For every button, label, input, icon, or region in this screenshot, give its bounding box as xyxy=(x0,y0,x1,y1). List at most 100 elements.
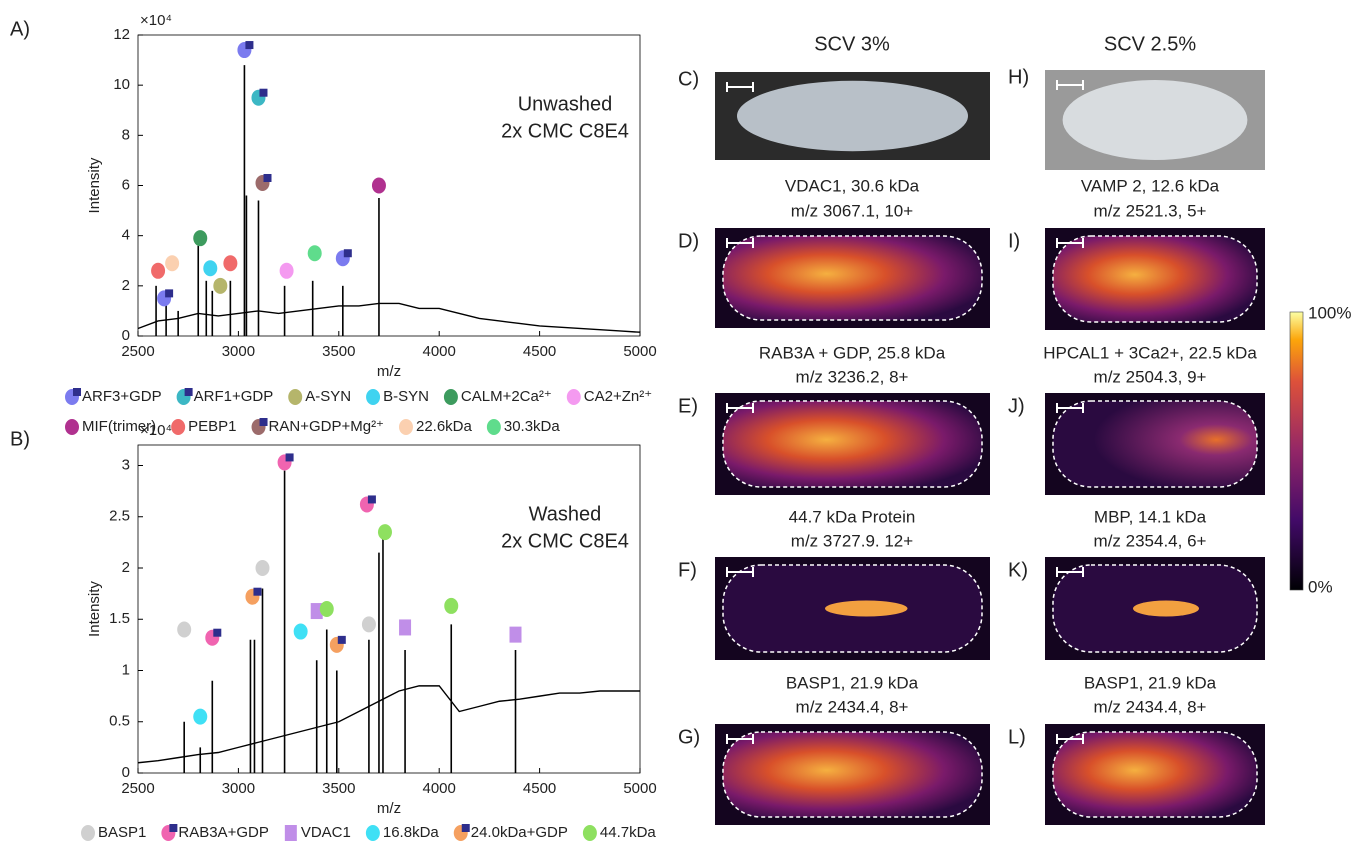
marker-symbol xyxy=(251,88,268,106)
x-tick-label: 3000 xyxy=(222,343,255,360)
marker-symbol xyxy=(293,623,308,640)
marker-symbol xyxy=(193,230,208,247)
x-axis-label: m/z xyxy=(377,363,401,380)
y-tick-label: 6 xyxy=(122,176,130,193)
scale-bar xyxy=(726,82,754,92)
panel-label: J) xyxy=(1008,395,1025,417)
y-tick-label: 2.5 xyxy=(109,508,130,525)
marker-tag xyxy=(259,418,268,426)
marker-symbol xyxy=(284,825,297,841)
marker-circle xyxy=(361,616,376,633)
marker-symbol xyxy=(366,389,381,405)
marker-circle xyxy=(443,389,458,405)
marker-symbol xyxy=(65,388,81,405)
marker-tag xyxy=(343,249,352,258)
marker-symbol xyxy=(81,825,95,841)
panel-label: C) xyxy=(678,68,699,90)
scale-bar xyxy=(1056,403,1084,413)
tissue-outline xyxy=(1052,400,1258,488)
marker-symbol xyxy=(165,255,180,272)
panel-title: SCV 3% xyxy=(814,33,890,55)
marker-circle xyxy=(366,389,381,405)
marker-circle xyxy=(486,419,501,435)
spectrum-trace xyxy=(137,685,640,764)
x-tick-label: 4500 xyxy=(523,343,556,360)
panel-title: m/z 2521.3, 5+ xyxy=(1094,201,1207,220)
marker-symbol xyxy=(359,495,376,513)
tissue-outline xyxy=(1052,564,1258,653)
marker-circle xyxy=(223,255,238,272)
marker-square xyxy=(310,603,323,620)
marker-symbol xyxy=(151,262,166,279)
x-tick-label: 3500 xyxy=(322,343,355,360)
panel-label: D) xyxy=(678,230,699,252)
tissue-outline xyxy=(722,400,983,488)
marker-symbol xyxy=(237,41,254,59)
legend-label: RAB3A+GDP xyxy=(178,824,268,841)
marker-symbol xyxy=(444,597,459,614)
marker-circle xyxy=(377,524,392,541)
y-tick-label: 10 xyxy=(113,76,130,93)
legend-label: 44.7kDa xyxy=(600,824,657,841)
panel-label: H) xyxy=(1008,66,1029,88)
axes xyxy=(137,444,641,774)
marker-tag xyxy=(184,388,193,396)
marker-tag xyxy=(263,173,272,182)
marker-symbol xyxy=(398,419,413,435)
panel-title: m/z 2504.3, 9+ xyxy=(1094,367,1207,386)
legend-label: ARF3+GDP xyxy=(82,388,162,405)
marker-symbol xyxy=(486,419,501,435)
y-tick-label: 0 xyxy=(122,327,130,344)
marker-symbol xyxy=(245,587,262,605)
marker-square xyxy=(399,619,412,636)
legend-label: RAN+GDP+Mg²⁺ xyxy=(269,418,384,435)
marker-circle xyxy=(288,389,303,405)
tissue xyxy=(737,80,968,152)
panel-title: m/z 3067.1, 10+ xyxy=(791,201,913,220)
marker-tag xyxy=(253,587,262,596)
marker-square xyxy=(509,626,522,643)
marker-circle xyxy=(213,277,228,294)
hot-spot xyxy=(1133,600,1199,617)
marker-circle xyxy=(365,825,380,841)
marker-circle xyxy=(165,255,180,272)
marker-tag xyxy=(73,388,81,396)
axes xyxy=(137,34,641,337)
legend-label: CA2+Zn²⁺ xyxy=(584,388,652,405)
marker-circle xyxy=(193,230,208,247)
marker-symbol xyxy=(509,626,522,643)
marker-tag xyxy=(285,453,294,462)
marker-symbol xyxy=(205,628,222,646)
marker-symbol xyxy=(65,419,79,435)
legend-label: 16.8kDa xyxy=(383,824,440,841)
legend-label: 30.3kDa xyxy=(504,418,561,435)
panel-label: F) xyxy=(678,559,697,581)
marker-circle xyxy=(65,419,79,435)
marker-circle xyxy=(371,177,386,194)
panel-label: E) xyxy=(678,395,698,417)
panel-title: HPCAL1 + 3Ca2+, 22.5 kDa xyxy=(1043,343,1257,362)
panel-title: m/z 3236.2, 8+ xyxy=(796,367,909,386)
marker-symbol xyxy=(453,824,470,841)
x-tick-label: 3500 xyxy=(322,780,355,797)
tissue-outline xyxy=(722,235,983,321)
scale-bar xyxy=(1056,567,1084,577)
marker-circle xyxy=(177,621,192,638)
panel-title: SCV 2.5% xyxy=(1104,33,1196,55)
marker-symbol xyxy=(177,621,192,638)
scale-bar xyxy=(726,567,754,577)
x-tick-label: 2500 xyxy=(121,343,154,360)
scale-bar xyxy=(1056,80,1084,90)
marker-symbol xyxy=(161,824,178,841)
legend-label: ARF1+GDP xyxy=(194,388,274,405)
marker-symbol xyxy=(171,419,186,435)
marker-symbol xyxy=(279,262,294,279)
legend-label: MIF(trimer) xyxy=(82,418,156,435)
x-tick-label: 4000 xyxy=(423,780,456,797)
marker-circle xyxy=(193,708,208,725)
y-tick-label: 1.5 xyxy=(109,610,130,627)
legend-label: VDAC1 xyxy=(301,824,351,841)
x-tick-label: 4500 xyxy=(523,780,556,797)
panel-label: L) xyxy=(1008,726,1026,748)
marker-symbol xyxy=(255,173,272,191)
